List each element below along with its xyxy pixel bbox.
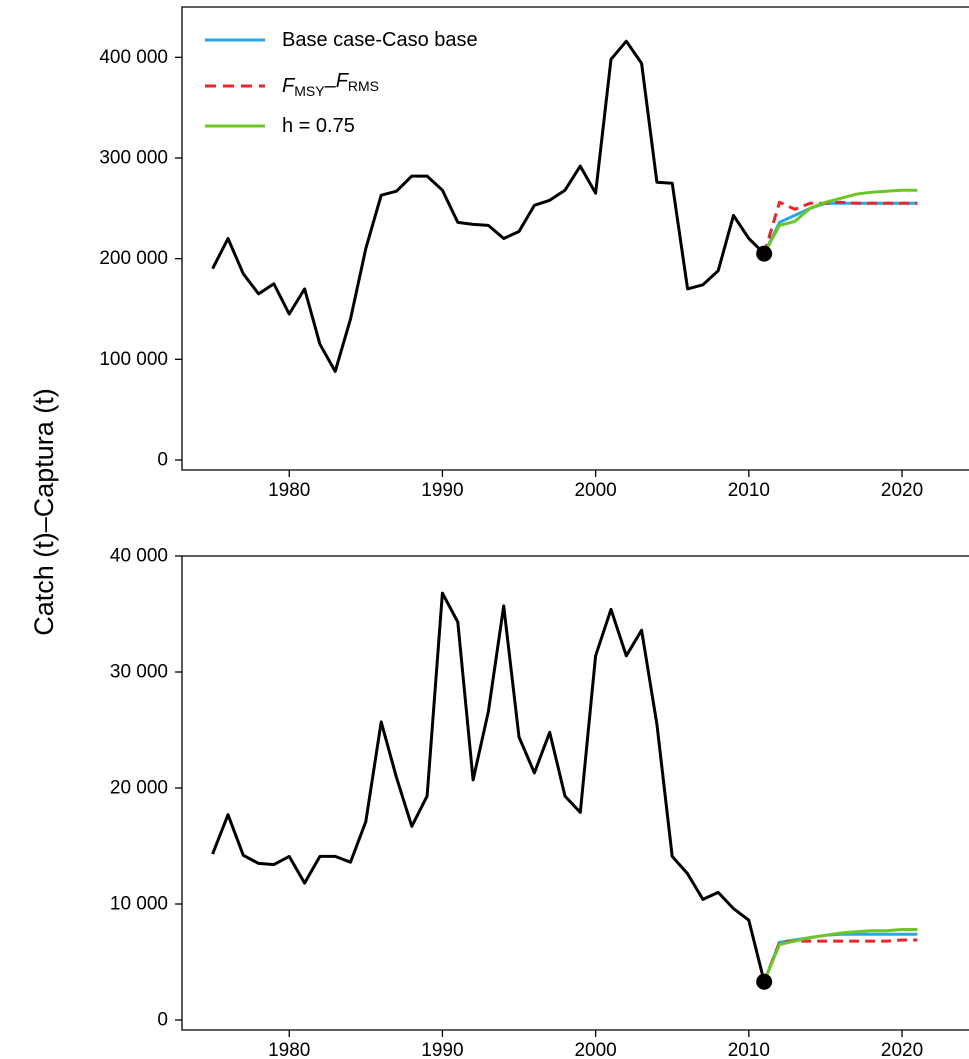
y-tick-label: 40 000	[110, 546, 168, 567]
y-tick-label: 0	[157, 1010, 168, 1031]
x-tick-label: 2020	[881, 480, 923, 501]
legend-label-base-case: Base case-Caso base	[282, 29, 478, 51]
x-tick-label: 1990	[421, 1040, 463, 1059]
start-point-marker	[756, 245, 773, 262]
series-line-historical	[211, 39, 766, 373]
plot-frame	[181, 6, 969, 471]
x-tick-label: 1990	[421, 480, 463, 501]
legend: Base case-Caso base FMSY–FRMS h = 0.75	[205, 29, 478, 137]
x-tick-label: 2000	[574, 1040, 616, 1059]
catch-panel-bottom: 0 10 000 20 000 30 000 40 000 1980 1990 2000 201…	[110, 546, 969, 1059]
x-tick-label: 1980	[268, 480, 310, 501]
y-tick-label: 10 000	[110, 894, 168, 915]
plot-frame	[181, 555, 969, 1031]
series-line-h075	[762, 928, 918, 983]
x-tick-label: 2000	[574, 480, 616, 501]
x-tick-label: 1980	[268, 1040, 310, 1059]
y-tick-label: 300 000	[99, 148, 168, 169]
legend-label-h075: h = 0.75	[282, 115, 355, 137]
y-tick-label: 0	[157, 450, 168, 471]
y-tick-label: 400 000	[99, 47, 168, 68]
legend-label-fmsy: FMSY–FRMS	[282, 70, 379, 99]
catch-panel-top: 0 100 000 200 000 300 000 400 000 1980 1990 200…	[99, 6, 969, 501]
series-line-fmsy	[762, 200, 918, 255]
x-tick-label: 2010	[728, 1040, 770, 1059]
x-tick-label: 2010	[728, 480, 770, 501]
series-line-fmsy	[762, 938, 918, 983]
x-tick-label: 2020	[881, 1040, 923, 1059]
start-point-marker	[756, 973, 773, 990]
y-tick-label: 30 000	[110, 662, 168, 683]
y-axis-label: Catch (t)–Captura (t)	[29, 388, 59, 636]
series-line-historical	[211, 591, 766, 983]
series-line-base-case	[762, 201, 918, 255]
y-tick-label: 20 000	[110, 778, 168, 799]
series-line-h075	[762, 188, 918, 255]
y-tick-label: 200 000	[99, 248, 168, 269]
y-tick-label: 100 000	[99, 349, 168, 370]
